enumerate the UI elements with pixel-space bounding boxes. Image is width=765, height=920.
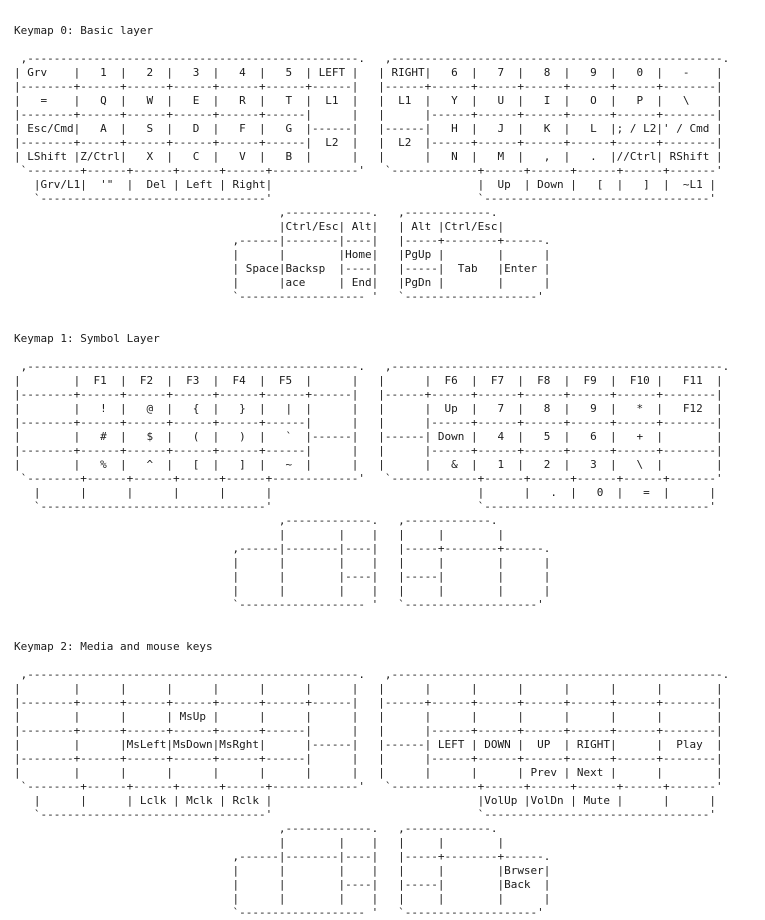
spacer [14,38,765,52]
section-title-keymap-0: Keymap 0: Basic layer [14,24,154,37]
keymap-0-thumb-clusters: ,-------------. ,-------------. |Ctrl/Es… [232,206,551,303]
section-title-keymap-2: Keymap 2: Media and mouse keys [14,640,213,653]
keymap-1-main-grid: ,---------------------------------------… [14,360,730,513]
spacer [14,612,765,640]
spacer [14,654,765,668]
keymap-0-main-grid: ,---------------------------------------… [14,52,730,205]
spacer [14,346,765,360]
keymap-2-main-grid: ,---------------------------------------… [14,668,730,821]
keymap-1-thumb-clusters: ,-------------. ,-------------. | | | | … [232,514,551,611]
keymap-2-thumb-clusters: ,-------------. ,-------------. | | | | … [232,822,551,919]
spacer [14,304,765,332]
section-title-keymap-1: Keymap 1: Symbol Layer [14,332,160,345]
